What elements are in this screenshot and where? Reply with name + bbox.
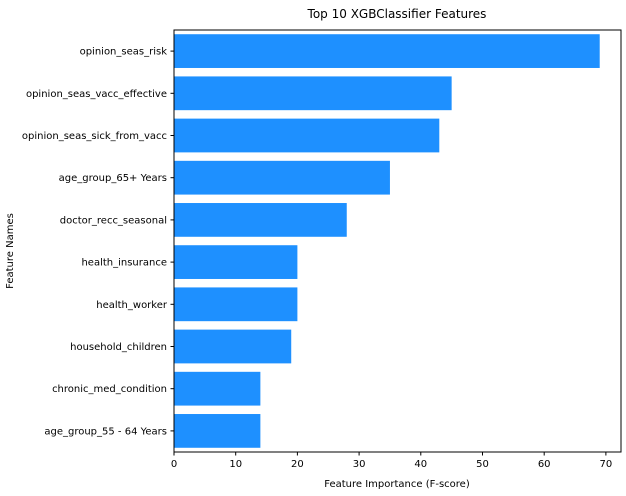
bar [174, 414, 261, 448]
x-tick-label: 70 [600, 459, 613, 470]
bar [174, 371, 261, 406]
x-tick-label: 0 [171, 459, 177, 470]
bar [174, 76, 452, 111]
y-tick-label: opinion_seas_sick_from_vacc [22, 131, 167, 142]
y-tick-label: opinion_seas_risk [80, 47, 168, 58]
x-tick-label: 50 [476, 459, 489, 470]
bar [174, 160, 390, 195]
y-tick-label: doctor_recc_seasonal [60, 215, 167, 226]
y-tick-label: health_insurance [81, 258, 167, 269]
bars-group [174, 34, 600, 448]
y-tick-label: health_worker [96, 300, 168, 311]
y-tick-label: age_group_55 - 64 Years [44, 426, 167, 437]
y-tick-label: household_children [70, 342, 167, 353]
x-tick-label: 10 [229, 459, 242, 470]
chart-title: Top 10 XGBClassifier Features [307, 7, 487, 21]
bar [174, 34, 600, 68]
x-ticks: 0 10 20 30 40 50 60 70 [171, 452, 612, 470]
x-tick-label: 60 [538, 459, 551, 470]
y-tick-label: age_group_65+ Years [59, 173, 167, 184]
y-tick-label: opinion_seas_vacc_effective [26, 89, 167, 100]
plot-frame [173, 29, 622, 453]
bar [174, 118, 440, 153]
bar [174, 203, 347, 237]
x-axis-label: Feature Importance (F-score) [324, 479, 470, 490]
bar [174, 329, 292, 364]
x-tick-label: 20 [291, 459, 304, 470]
x-tick-label: 40 [414, 459, 427, 470]
x-tick-label: 30 [353, 459, 366, 470]
bar [174, 245, 298, 279]
y-axis-label: Feature Names [5, 213, 16, 289]
y-tick-labels: opinion_seas_risk opinion_seas_vacc_effec… [22, 47, 174, 437]
bar [174, 287, 298, 322]
y-tick-label: chronic_med_condition [52, 384, 167, 395]
